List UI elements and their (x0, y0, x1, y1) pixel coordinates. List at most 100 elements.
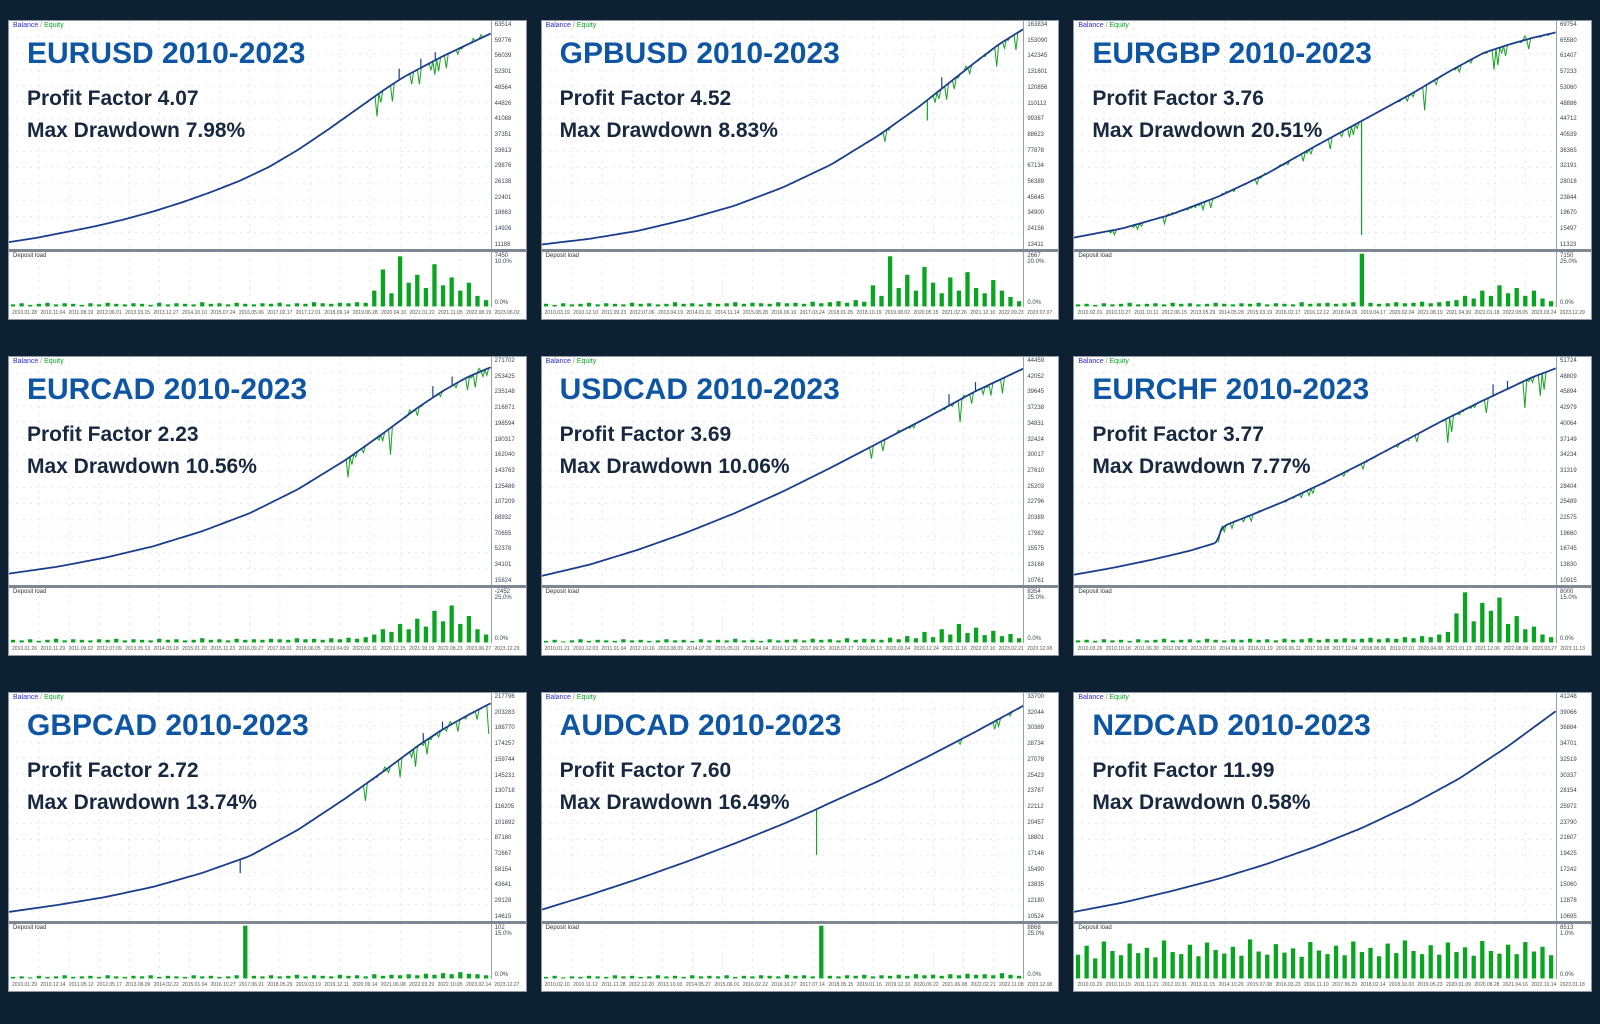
x-axis-date: 2023.06.27 (466, 645, 492, 652)
x-axis-date: 2019.05.13 (856, 645, 882, 652)
x-axis-date: 2020.02.11 (352, 645, 378, 652)
deposit-load-label: Deposit load (1078, 925, 1112, 931)
x-axis-date: 2017.03.08 (1304, 645, 1330, 652)
deposit-load-label: Deposit load (13, 925, 47, 931)
y-axis-tick: 27610 (1027, 467, 1045, 474)
divider-tick-value: 8000 (1560, 589, 1574, 595)
y-axis-tick: 24156 (1027, 226, 1045, 233)
y-axis-tick: 40064 (1560, 420, 1577, 427)
x-axis-date: 2023.12.29 (1559, 309, 1585, 316)
x-axis-date: 2015.03.19 (1247, 309, 1273, 316)
pair-title: GPBUSD 2010-2023 (559, 37, 840, 70)
y-axis-tick: 41088 (494, 116, 512, 123)
deposit-axis-labels: -2452 25.0% 0.0% (492, 588, 526, 643)
y-axis-tick: 61407 (1560, 53, 1577, 60)
x-axis-date: 2010.12.03 (573, 645, 599, 652)
x-axis-date: 2014.07.20 (686, 645, 712, 652)
balance-chart-row: 163834 153090 142345 131601 120856 110112 9936… (542, 21, 1059, 249)
y-axis-tick: 25489 (1560, 499, 1577, 506)
y-axis-labels: 69754 65580 61407 57233 53060 48886 44712 40539… (1557, 21, 1591, 249)
y-axis-tick: 28404 (1560, 483, 1577, 490)
x-axis-date: 2012.12.20 (628, 981, 654, 988)
section-divider (1074, 921, 1591, 924)
x-axis-date: 2022.08.19 (466, 309, 492, 316)
chart-legend: Balance / Equity (1078, 22, 1129, 29)
y-axis-tick: 217796 (494, 694, 515, 700)
y-axis-tick: 159744 (494, 756, 515, 763)
deposit-load-label: Deposit load (545, 253, 580, 259)
y-axis-tick: 43641 (494, 882, 512, 889)
x-axis-date: 2014.03.18 (153, 645, 179, 652)
y-axis-tick: 44826 (494, 100, 512, 107)
y-axis-tick: 37149 (1560, 436, 1577, 443)
y-axis-tick: 56039 (494, 53, 512, 60)
deposit-top-labels: 8868 25.0% (1027, 925, 1057, 937)
section-divider (541, 249, 1059, 252)
y-axis-tick: 31319 (1560, 467, 1577, 474)
y-axis-tick: 101692 (494, 819, 515, 826)
y-axis-tick: 17146 (1027, 851, 1045, 858)
max-drawdown-text: Max Drawdown 0.58% (1092, 790, 1311, 814)
legend-balance-label: Balance (1078, 694, 1104, 701)
backtest-panel: Balance / Equity EURUSD 2010-2023 Profit… (8, 20, 527, 320)
x-axis-date: 2010.03.26 (1077, 645, 1103, 652)
x-axis-date: 2010.01.28 (12, 309, 38, 316)
deposit-plot-area: Deposit load (9, 588, 492, 643)
x-axis-date: 2023.12.08 (1027, 645, 1053, 652)
y-axis-tick: 32519 (1560, 756, 1577, 763)
x-axis-date: 2012.07.06 (629, 309, 655, 316)
balance-chart-row: 217796 203283 188770 174257 159744 145231 1307… (9, 693, 526, 921)
y-axis-tick: 15490 (1027, 866, 1045, 873)
x-axis-date: 2010.11.29 (40, 645, 66, 652)
section-divider (1074, 585, 1591, 588)
y-axis-tick: 56389 (1027, 179, 1045, 186)
y-axis-tick: 15497 (1560, 226, 1577, 233)
deposit-load-max: 25.0% (1560, 259, 1578, 265)
x-axis-date: 2023.03.27 (1531, 645, 1557, 652)
deposit-load-row: Deposit load -2452 25.0% 0.0% (9, 588, 526, 643)
panel-title-block: GBPCAD 2010-2023 Profit Factor 2.72 Max … (27, 709, 309, 818)
x-axis-date: 2019.07.01 (1389, 645, 1415, 652)
backtest-panel: Balance / Equity EURGBP 2010-2023 Profit… (1073, 20, 1592, 320)
x-axis-date: 2017.03.24 (799, 309, 825, 316)
section-divider (9, 921, 526, 924)
y-axis-tick: 25972 (1560, 803, 1577, 810)
x-axis-date: 2018.10.19 (856, 309, 882, 316)
x-axis-date: 2020.02.04 (1389, 309, 1415, 316)
y-axis-tick: 10761 (1027, 577, 1045, 584)
y-axis-tick: 48809 (1560, 373, 1577, 380)
divider-tick-value: 7150 (1560, 253, 1574, 259)
x-axis-date: 2010.01.26 (12, 645, 38, 652)
x-axis-date: 2017.06.29 (1332, 981, 1358, 988)
x-axis-date: 2021.12.10 (970, 309, 996, 316)
x-axis-dates: 2010.02.10 2010.11.12 2011.11.28 2012.12.20… (542, 979, 1059, 991)
y-axis-tick: 52378 (494, 546, 512, 553)
balance-equity-plot (1074, 693, 1556, 921)
legend-separator: / (570, 22, 577, 29)
x-axis-date: 2019.01.16 (856, 981, 882, 988)
pair-title: NZDCAD 2010-2023 (1092, 709, 1371, 742)
deposit-load-plot (543, 924, 1021, 979)
legend-balance-label: Balance (13, 22, 39, 29)
x-axis-date: 2021.11.05 (438, 309, 463, 316)
x-axis-date: 2023.12.29 (494, 645, 520, 652)
y-axis-tick: 14615 (494, 913, 512, 920)
y-axis-tick: 174257 (494, 741, 515, 748)
x-axis-dates: 2010.01.29 2010.12.14 2011.05.12 2012.05.17… (9, 979, 526, 991)
y-axis-labels: 51724 48809 45894 42979 40064 37149 34234 31319… (1557, 357, 1591, 585)
x-axis-date: 2015.05.01 (714, 645, 740, 652)
y-axis-tick: 70655 (494, 530, 512, 537)
y-axis-tick: 22575 (1560, 515, 1577, 522)
y-axis-tick: 21607 (1560, 835, 1577, 842)
y-axis-tick: 36365 (1560, 147, 1577, 154)
profit-factor-text: Profit Factor 4.07 (27, 87, 199, 110)
balance-chart-row: 63514 59776 56039 52301 48564 44826 41088 37351… (9, 21, 526, 249)
y-axis-tick: 271702 (494, 358, 515, 364)
panel-title-block: NZDCAD 2010-2023 Profit Factor 11.99 Max… (1092, 709, 1370, 818)
y-axis-tick: 18801 (1027, 835, 1045, 842)
x-axis-date: 2011.08.19 (68, 309, 94, 316)
profit-factor-text: Profit Factor 4.52 (559, 87, 732, 110)
deposit-plot-area: Deposit load (1074, 252, 1557, 307)
x-axis-date: 2016.12.23 (771, 645, 797, 652)
